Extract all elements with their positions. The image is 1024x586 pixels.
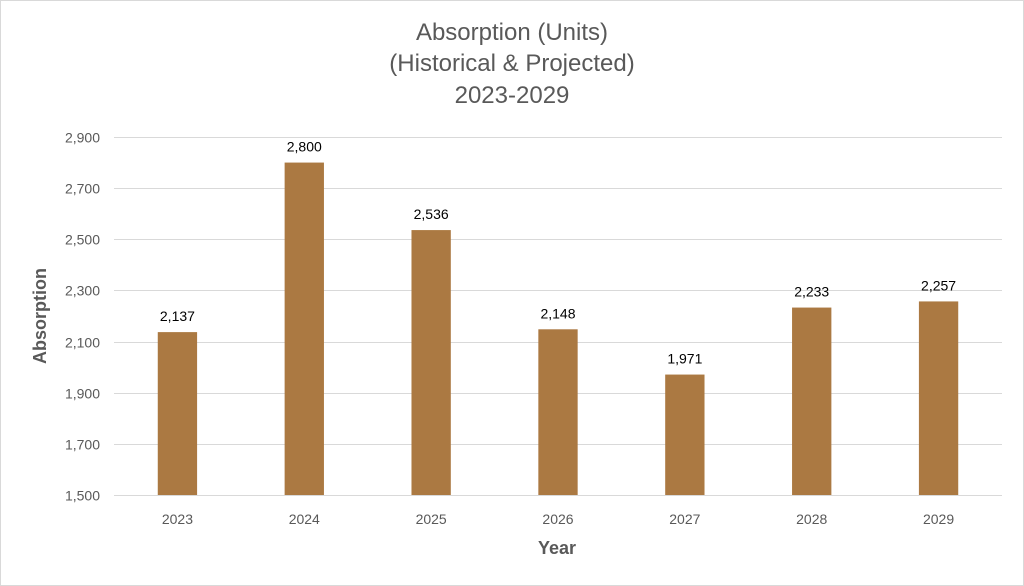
data-label-2028: 2,233 — [794, 284, 829, 300]
y-tick-label: 2,100 — [65, 335, 100, 351]
y-axis-title: Absorption — [30, 268, 50, 364]
bars — [157, 162, 959, 496]
y-tick-label: 2,900 — [65, 130, 100, 146]
chart-title-line-2: (Historical & Projected) — [389, 50, 635, 77]
y-tick-label: 1,700 — [65, 437, 100, 453]
data-labels: 2,137 2,800 2,536 2,148 1,971 2,233 2,257 — [160, 139, 956, 367]
y-tick-label: 2,500 — [65, 232, 100, 248]
y-tick-label: 2,700 — [65, 181, 100, 197]
x-tick-label-2025: 2025 — [416, 511, 447, 527]
bar-2029 — [918, 301, 959, 495]
data-label-2025: 2,536 — [414, 206, 449, 222]
x-tick-label-2026: 2026 — [542, 511, 573, 527]
bar-2024 — [284, 162, 324, 496]
data-label-2023: 2,137 — [160, 308, 195, 324]
bar-2028 — [792, 307, 832, 495]
x-tick-label-2028: 2028 — [796, 511, 827, 527]
y-tick-label: 1,500 — [65, 488, 100, 504]
data-label-2027: 1,971 — [667, 351, 702, 367]
bar-2023 — [157, 332, 198, 495]
x-axis-tick-labels: 2023 2024 2025 2026 2027 2028 2029 — [162, 511, 955, 527]
x-tick-label-2024: 2024 — [289, 511, 320, 527]
bar-2026 — [538, 329, 578, 495]
data-label-2029: 2,257 — [921, 277, 956, 293]
y-tick-label: 2,300 — [65, 283, 100, 299]
y-tick-label: 1,900 — [65, 386, 100, 402]
chart-title-line-3: 2023-2029 — [454, 82, 570, 109]
chart-title-line-1: Absorption (Units) — [415, 19, 609, 46]
y-axis-tick-labels: 1,500 1,700 1,900 2,100 2,300 2,500 2,700 2,900 — [65, 130, 100, 504]
data-label-2026: 2,148 — [540, 305, 575, 321]
bar-2027 — [665, 374, 705, 495]
x-tick-label-2029: 2029 — [923, 511, 954, 527]
x-tick-label-2027: 2027 — [669, 511, 700, 527]
x-tick-label-2023: 2023 — [162, 511, 193, 527]
data-label-2024: 2,800 — [287, 139, 322, 155]
x-axis-title: Year — [538, 538, 576, 558]
bar-2025 — [411, 230, 451, 495]
